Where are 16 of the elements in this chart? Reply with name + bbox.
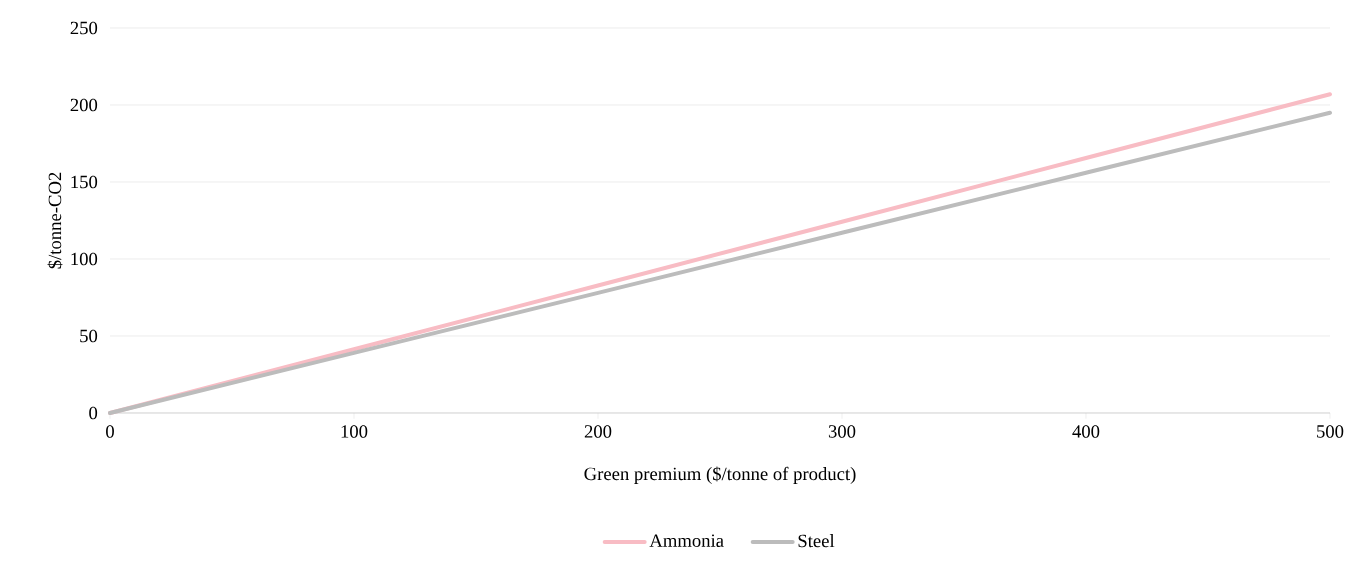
- y-tick-label: 50: [80, 329, 98, 343]
- legend-label: Ammonia: [649, 534, 724, 547]
- y-axis-title: $/tonne-CO2: [47, 172, 63, 269]
- x-tick-label: 200: [584, 425, 612, 438]
- x-axis-title: Green premium ($/tonne of product): [584, 466, 856, 484]
- y-tick-label: 250: [70, 21, 98, 35]
- x-tick-label: 100: [341, 425, 368, 438]
- legend-label: Steel: [798, 534, 835, 548]
- y-tick-label: 200: [70, 98, 98, 112]
- y-tick-label: 0: [89, 406, 98, 420]
- x-tick-label: 300: [828, 425, 856, 438]
- x-tick-label: 400: [1072, 425, 1100, 438]
- x-tick-label: 0: [106, 425, 114, 438]
- y-tick-label: 150: [71, 175, 98, 189]
- x-tick-label: 500: [1317, 425, 1344, 438]
- y-tick-label: 100: [71, 252, 98, 266]
